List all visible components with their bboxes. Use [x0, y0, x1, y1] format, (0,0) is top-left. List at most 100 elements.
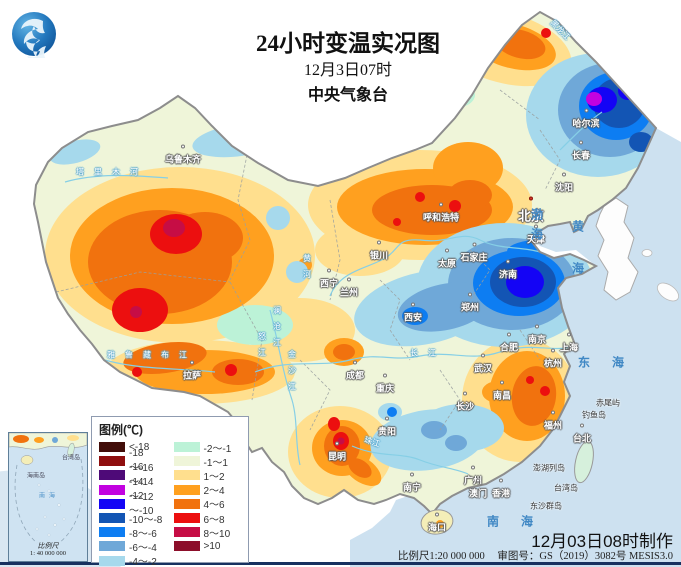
legend-label: -10～-8	[129, 514, 163, 526]
legend-row: -6～-4	[99, 539, 168, 554]
city-label: 兰州	[339, 277, 359, 298]
city-label: 沈阳	[554, 172, 574, 193]
legend-row: -1～1	[173, 454, 243, 469]
city-label: 合肥	[499, 332, 519, 353]
legend-row: -14～-12	[99, 477, 168, 503]
city-label: 长沙	[455, 391, 475, 412]
legend-label: -8～-6	[129, 528, 157, 540]
river-label: 黄河	[302, 254, 312, 286]
legend-swatch	[173, 442, 200, 453]
city-label: 南宁	[402, 472, 422, 493]
island-label: 台湾岛	[554, 483, 578, 493]
sea-label: 东海	[577, 355, 647, 370]
river-label: 怒江	[257, 332, 267, 364]
legend-column-positive: -2～-1 -1～1 1～2 2～4	[173, 440, 243, 567]
city-label: 杭州	[543, 348, 563, 369]
city-label: 广州	[463, 465, 483, 486]
legend-row: >10	[173, 539, 243, 553]
legend-swatch	[99, 442, 125, 453]
japan-islet	[656, 282, 680, 302]
legend-swatch	[173, 527, 200, 538]
legend-swatch	[99, 513, 125, 524]
city-label: 贵阳	[377, 416, 397, 437]
legend-swatch	[99, 470, 125, 481]
legend-row: 8～10	[173, 525, 243, 540]
legend-swatch	[173, 470, 200, 481]
cma-logo	[10, 10, 58, 65]
river-label: 长江	[410, 348, 446, 358]
legend-row: -4～-2	[99, 554, 168, 567]
city-label: 成都	[345, 360, 365, 381]
legend-row: 6～8	[173, 511, 243, 526]
inset-scale: 比例尺 1: 40 000 000	[9, 542, 87, 557]
legend-label: -6～-4	[129, 542, 157, 554]
legend-swatch	[99, 498, 125, 509]
map-datetime: 12月3日07时	[303, 62, 392, 79]
legend-swatch	[173, 513, 200, 524]
sea-label: 渤海	[529, 208, 544, 248]
city-label: 海口	[427, 512, 447, 533]
city-label: 香港	[491, 478, 511, 499]
korea-peninsula	[595, 197, 639, 301]
legend-label: 4～6	[203, 500, 225, 512]
legend-label: -18～-16	[129, 448, 154, 475]
city-label: 济南	[498, 259, 518, 280]
hainan-island	[420, 509, 454, 535]
legend-label: <-18	[129, 441, 150, 453]
legend-label: -4～-2	[129, 557, 157, 567]
city-label: 太原	[437, 248, 457, 269]
sea-label: 黄海	[570, 220, 585, 304]
city-label: 西宁	[319, 268, 339, 289]
taiwan-island	[574, 440, 594, 484]
map-scale-line: 比例尺1:20 000 000 审图号：GS（2019）3082号 MESIS3…	[398, 548, 673, 563]
legend-swatch	[173, 541, 200, 552]
city-label: 重庆	[375, 373, 395, 394]
city-label: 武汉	[473, 353, 493, 374]
legend-label: >10	[203, 540, 221, 552]
inset-label: 南海	[38, 493, 60, 500]
legend-swatch	[173, 498, 200, 509]
approval-number: 审图号：GS（2019）3082号 MESIS3.0	[497, 551, 673, 562]
inset-scale-value: 1: 40 000 000	[30, 550, 66, 557]
legend-row: 1～2	[173, 468, 243, 483]
page-title: 24小时变温实况图	[256, 31, 440, 56]
river-label: 澜沧江	[272, 306, 282, 354]
city-label: 北京	[518, 196, 544, 225]
cma-logo-icon	[12, 12, 56, 65]
legend-row: 4～6	[173, 497, 243, 512]
city-label: 澳门	[468, 478, 488, 499]
south-china-sea-inset: 台湾岛 海南岛 南海 比例尺 1: 40 000 000	[8, 432, 88, 562]
legend-swatch	[99, 484, 125, 495]
city-label: 昆明	[327, 441, 347, 462]
city-label: 哈尔滨	[572, 108, 600, 129]
inset-map	[9, 433, 87, 544]
legend-box: 图例(℃) <-18 -18～-16 -16～-	[91, 416, 249, 567]
city-label: 石家庄	[460, 242, 488, 263]
city-label: 上海	[559, 332, 579, 353]
inset-label: 台湾岛	[61, 455, 81, 462]
legend-row: 2～4	[173, 483, 243, 498]
legend-label: -1～1	[203, 457, 228, 469]
legend-row: -2～-1	[173, 440, 243, 455]
city-label: 南京	[527, 324, 547, 345]
legend-row: -10～-8	[99, 511, 168, 526]
legend-title: 图例(℃)	[99, 423, 143, 437]
river-label: 塔里木河	[76, 167, 148, 177]
legend-label: 1～2	[203, 471, 225, 483]
legend-label: 2～4	[203, 486, 225, 498]
map-scale: 比例尺1:20 000 000	[397, 551, 485, 562]
city-label: 郑州	[460, 292, 480, 313]
city-label: 福州	[543, 410, 563, 431]
map-frame-bottom	[0, 562, 681, 565]
production-time: 12月03日08时制作	[531, 532, 673, 551]
city-label: 呼和浩特	[422, 202, 460, 223]
city-label: 拉萨	[182, 360, 202, 381]
legend-label: 8～10	[203, 528, 231, 540]
legend-swatch	[99, 527, 125, 538]
island-label: 钓鱼岛	[582, 410, 606, 420]
legend-column-negative: <-18 -18～-16 -16～-14 -14～-12	[99, 440, 168, 567]
city-label: 天津	[526, 224, 546, 245]
island-label: 澎湖列岛	[533, 463, 565, 473]
legend-label: -16～-14	[129, 462, 154, 489]
